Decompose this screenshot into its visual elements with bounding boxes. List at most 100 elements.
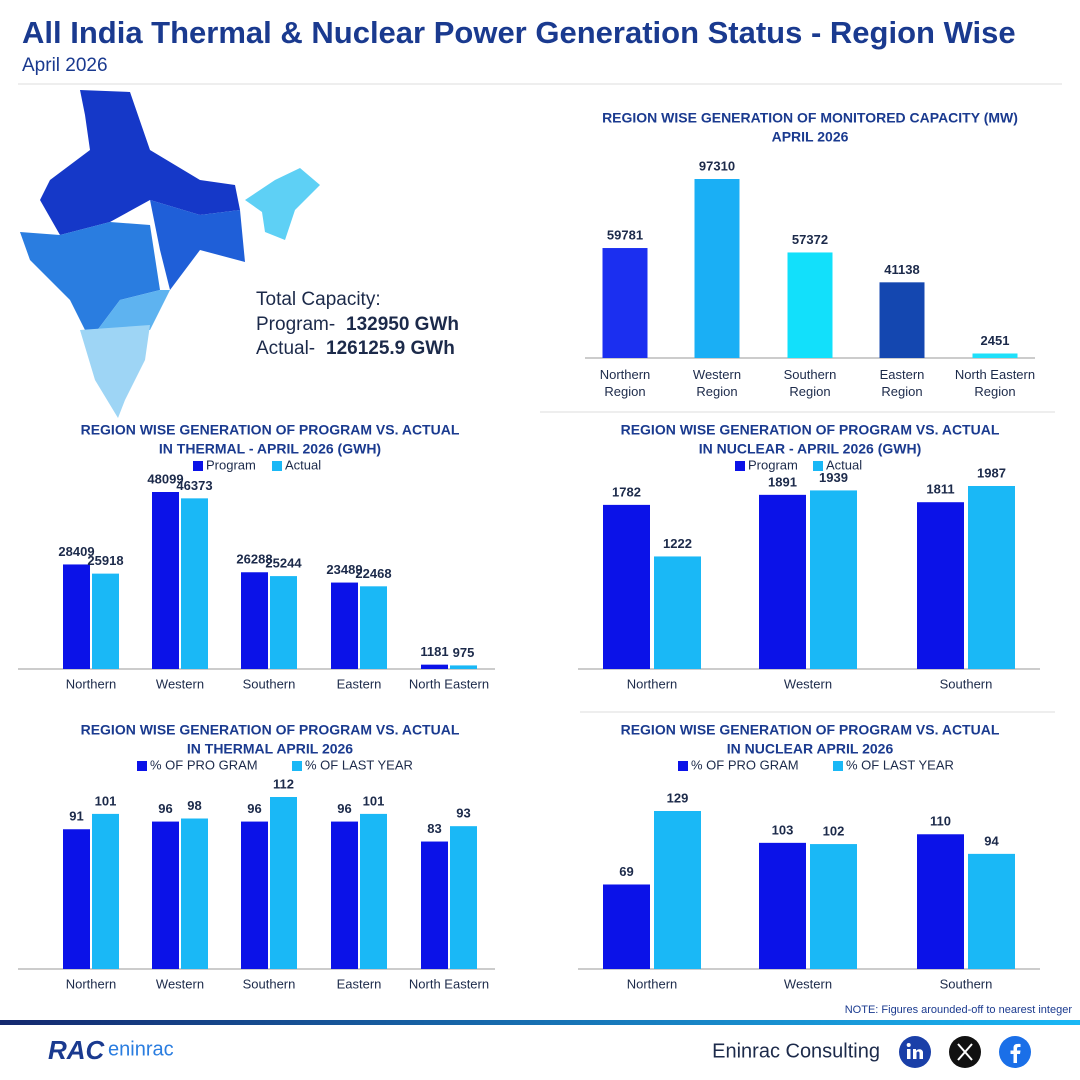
bar (270, 797, 297, 969)
value-label: 1939 (819, 470, 848, 485)
capacity-program-label: Program- (256, 314, 335, 335)
value-label: 975 (453, 645, 475, 660)
bar (968, 486, 1015, 669)
x-tick-label: Eastern (337, 676, 382, 691)
bar (968, 853, 1015, 969)
x-tick-label: Western Region (692, 367, 742, 399)
bar (603, 884, 650, 969)
legend-swatch (813, 461, 823, 471)
bar (270, 576, 297, 669)
x-tick-label: North Eastern Region (954, 367, 1036, 399)
value-label: 93 (456, 806, 470, 821)
chart-title: REGION WISE GENERATION OF MONITORED CAPA… (602, 110, 1018, 126)
value-label: 25918 (87, 553, 123, 568)
note: NOTE: Figures arounded-off to nearest in… (845, 1004, 1073, 1016)
x-tick-label: Western (784, 676, 832, 691)
bar (421, 841, 448, 969)
x-tick-label: Western (156, 676, 204, 691)
chart-title: IN THERMAL APRIL 2026 (187, 741, 353, 757)
value-label: 1987 (977, 465, 1006, 480)
legend-label: % OF LAST YEAR (305, 757, 413, 772)
legend-label: % OF PRO GRAM (150, 757, 258, 772)
bar (331, 582, 358, 669)
value-label: 97310 (699, 158, 735, 173)
value-label: 23489 (326, 562, 362, 577)
bar (810, 490, 857, 669)
legend-swatch (678, 761, 688, 771)
x-tick-label: North Eastern (409, 676, 489, 691)
value-label: 1891 (768, 474, 797, 489)
legend-label: % OF LAST YEAR (846, 757, 954, 772)
value-label: 112 (273, 776, 294, 791)
legend-swatch (735, 461, 745, 471)
company-name: Eninrac Consulting (712, 1040, 880, 1062)
x-tick-label: Western (156, 976, 204, 991)
value-label: 1782 (612, 484, 641, 499)
india-map (20, 90, 320, 418)
x-tick-label: Western (784, 976, 832, 991)
chart-title: REGION WISE GENERATION OF PROGRAM VS. AC… (81, 722, 460, 738)
value-label: 48099 (147, 471, 183, 486)
chart-title: APRIL 2026 (772, 129, 849, 145)
legend-label: Program (748, 457, 798, 472)
x-tick-label: Southern Region (783, 367, 837, 399)
x-tick-label: Southern (243, 976, 296, 991)
capacity-actual-label: Actual- (256, 338, 315, 359)
value-label: 101 (363, 793, 385, 808)
page-subtitle: April 2026 (22, 55, 108, 76)
capacity-actual: 126125.9 GWh (326, 338, 455, 359)
x-icon[interactable] (949, 1036, 981, 1068)
bar (694, 179, 740, 358)
x-tick-label: North Eastern (409, 976, 489, 991)
value-label: 28409 (58, 544, 94, 559)
value-label: 59781 (607, 227, 643, 242)
value-label: 41138 (884, 262, 919, 277)
value-label: 1181 (420, 644, 448, 659)
value-label: 94 (984, 833, 999, 848)
chart-title: REGION WISE GENERATION OF PROGRAM VS. AC… (621, 722, 1000, 738)
value-label: 102 (823, 824, 845, 839)
x-tick-label: Southern (243, 676, 296, 691)
bar (972, 353, 1018, 358)
value-label: 103 (772, 822, 794, 837)
bar (450, 826, 477, 969)
linkedin-icon[interactable] (899, 1036, 931, 1068)
x-tick-label: Northern (627, 976, 678, 991)
bar (603, 504, 650, 669)
legend-swatch (292, 761, 302, 771)
logo-mark: RAC (48, 1035, 106, 1065)
value-label: 101 (95, 793, 117, 808)
bar (241, 821, 268, 969)
value-label: 26288 (236, 552, 272, 567)
value-label: 96 (158, 801, 172, 816)
capacity-label: Total Capacity: (256, 289, 381, 310)
legend-swatch (137, 761, 147, 771)
value-label: 69 (619, 864, 633, 879)
legend-swatch (833, 761, 843, 771)
chart-title: REGION WISE GENERATION OF PROGRAM VS. AC… (81, 422, 460, 438)
value-label: 96 (337, 801, 351, 816)
x-tick-label: Northern Region (599, 367, 651, 399)
bar (63, 564, 90, 669)
value-label: 110 (930, 814, 951, 829)
x-tick-label: Northern (66, 676, 117, 691)
value-label: 2451 (981, 333, 1010, 348)
capacity-program: 132950 GWh (346, 314, 459, 335)
facebook-icon[interactable] (999, 1036, 1031, 1068)
bar (759, 842, 806, 969)
x-tick-label: Southern (940, 976, 993, 991)
chart-title: REGION WISE GENERATION OF PROGRAM VS. AC… (621, 422, 1000, 438)
chart-title: IN THERMAL - APRIL 2026 (GWH) (159, 441, 381, 457)
logo-text: eninrac (108, 1038, 174, 1060)
bar (450, 665, 477, 669)
chart-title: IN NUCLEAR - APRIL 2026 (GWH) (699, 441, 921, 457)
value-label: 83 (427, 821, 441, 836)
bar (917, 834, 964, 969)
value-label: 1811 (926, 482, 954, 497)
bar (787, 252, 833, 358)
bar (360, 813, 387, 969)
bar (63, 829, 90, 969)
legend-label: % OF PRO GRAM (691, 757, 799, 772)
value-label: 57372 (792, 232, 828, 247)
